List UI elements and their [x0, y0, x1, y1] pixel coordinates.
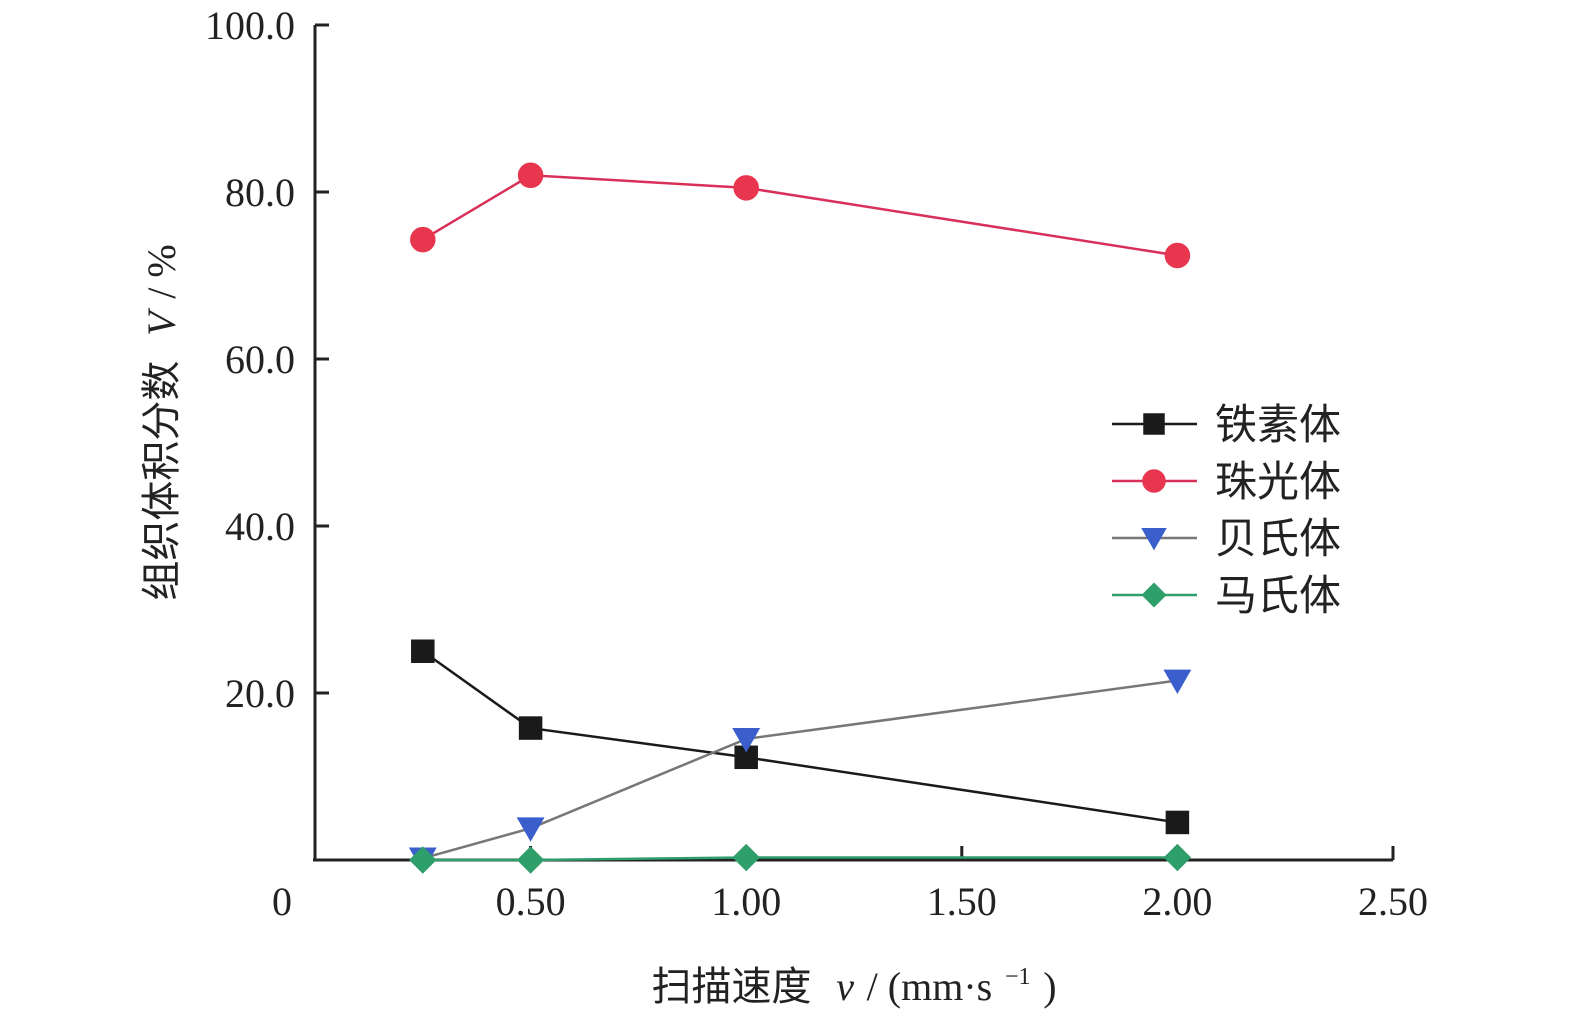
legend-marker-2: [1141, 528, 1167, 551]
x-tick-label: 0.50: [496, 879, 566, 924]
series-0-point: [518, 716, 543, 740]
series-line-2: [422, 679, 1178, 860]
series-lines: [422, 174, 1178, 862]
legend-label-2: 贝氏体: [1215, 514, 1341, 563]
y-tick-label: 40.0: [225, 504, 295, 549]
x-tick-label: 1.00: [711, 879, 781, 924]
y-tick-label: 20.0: [225, 671, 295, 716]
series-0-point: [1165, 810, 1190, 835]
legend-label-1: 珠光体: [1215, 457, 1341, 506]
y-axis-title-unit: / %: [139, 244, 184, 298]
x-tick-label: 0: [272, 879, 292, 924]
x-tick-label: 2.00: [1142, 879, 1212, 924]
x-axis-title-var: v: [836, 964, 854, 1009]
series-3-point: [732, 843, 760, 872]
y-tick-label: 80.0: [225, 170, 295, 215]
series-0-point: [411, 639, 435, 663]
x-axis-title-unit: / (mm·s: [867, 964, 993, 1009]
series-markers: [408, 162, 1192, 874]
series-1-point: [1164, 242, 1191, 269]
legend-marker-3: [1141, 582, 1167, 608]
legend-marker-1: [1142, 469, 1166, 493]
series-line-3: [422, 856, 1178, 862]
series-3-point: [1163, 843, 1192, 872]
series-2-point: [1163, 669, 1192, 695]
y-tick-label: 60.0: [225, 337, 295, 382]
x-tick-label: 2.50: [1358, 879, 1428, 924]
series-2-point: [732, 728, 761, 753]
y-axis-title-var: V: [139, 307, 184, 336]
y-axis-title-cn: 组织体积分数: [139, 361, 185, 601]
series-3-point: [409, 846, 437, 874]
series-3-point: [516, 846, 545, 874]
x-axis-title-cn: 扫描速度: [651, 964, 811, 1010]
y-axis-title: 组织体积分数 V / %: [139, 244, 185, 600]
series-1-point: [410, 226, 436, 253]
legend-label-3: 马氏体: [1215, 571, 1341, 620]
series-1-point: [517, 162, 544, 189]
series-line-1: [422, 174, 1178, 257]
x-axis-title: 扫描速度 v / (mm·s −1 ): [651, 948, 1056, 1010]
legend-marker-0: [1143, 413, 1165, 435]
series-2-point: [516, 817, 545, 842]
legend-label-0: 铁素体: [1215, 400, 1341, 449]
y-tick-label: 100.0: [205, 3, 295, 48]
x-axis-title-unit-end: ): [1043, 964, 1056, 1009]
x-tick-label: 1.50: [927, 879, 997, 924]
series-line-0: [422, 650, 1178, 824]
series-1-point: [733, 175, 759, 201]
ticks: 0 0.50 1.00 1.50 2.00 2.50 20.0 40.0 60.0 80.0 100…: [205, 3, 1428, 924]
x-axis-title-unit-sup: −1: [1005, 964, 1031, 990]
